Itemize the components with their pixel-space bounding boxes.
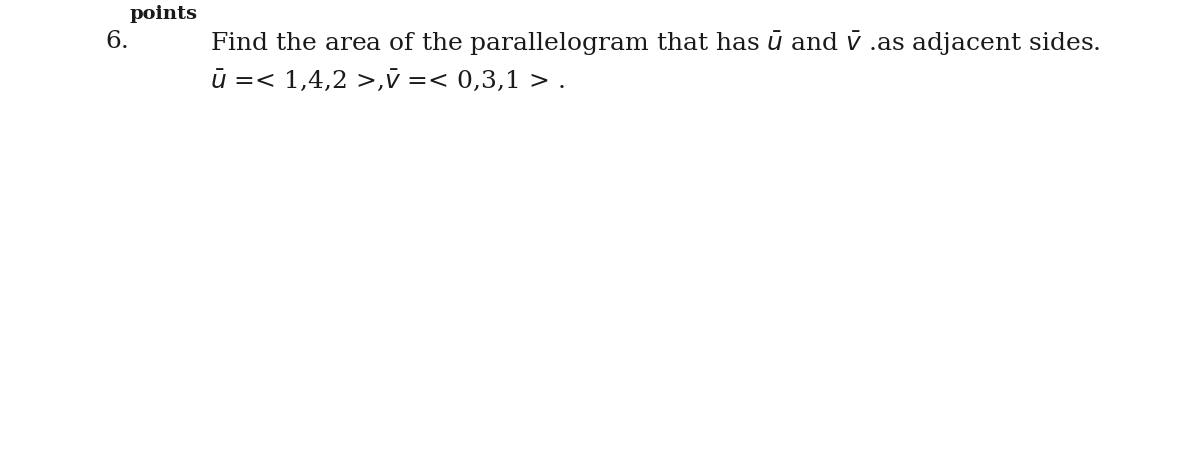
Text: $\bar{u}$ =< 1,4,2 >,$\bar{v}$ =< 0,3,1 > .: $\bar{u}$ =< 1,4,2 >,$\bar{v}$ =< 0,3,1 … xyxy=(210,68,564,93)
Text: points: points xyxy=(130,5,198,23)
Text: 6.: 6. xyxy=(105,30,128,53)
Text: Find the area of the parallelogram that has $\bar{u}$ and $\bar{v}$ .as adjacent: Find the area of the parallelogram that … xyxy=(210,30,1100,58)
